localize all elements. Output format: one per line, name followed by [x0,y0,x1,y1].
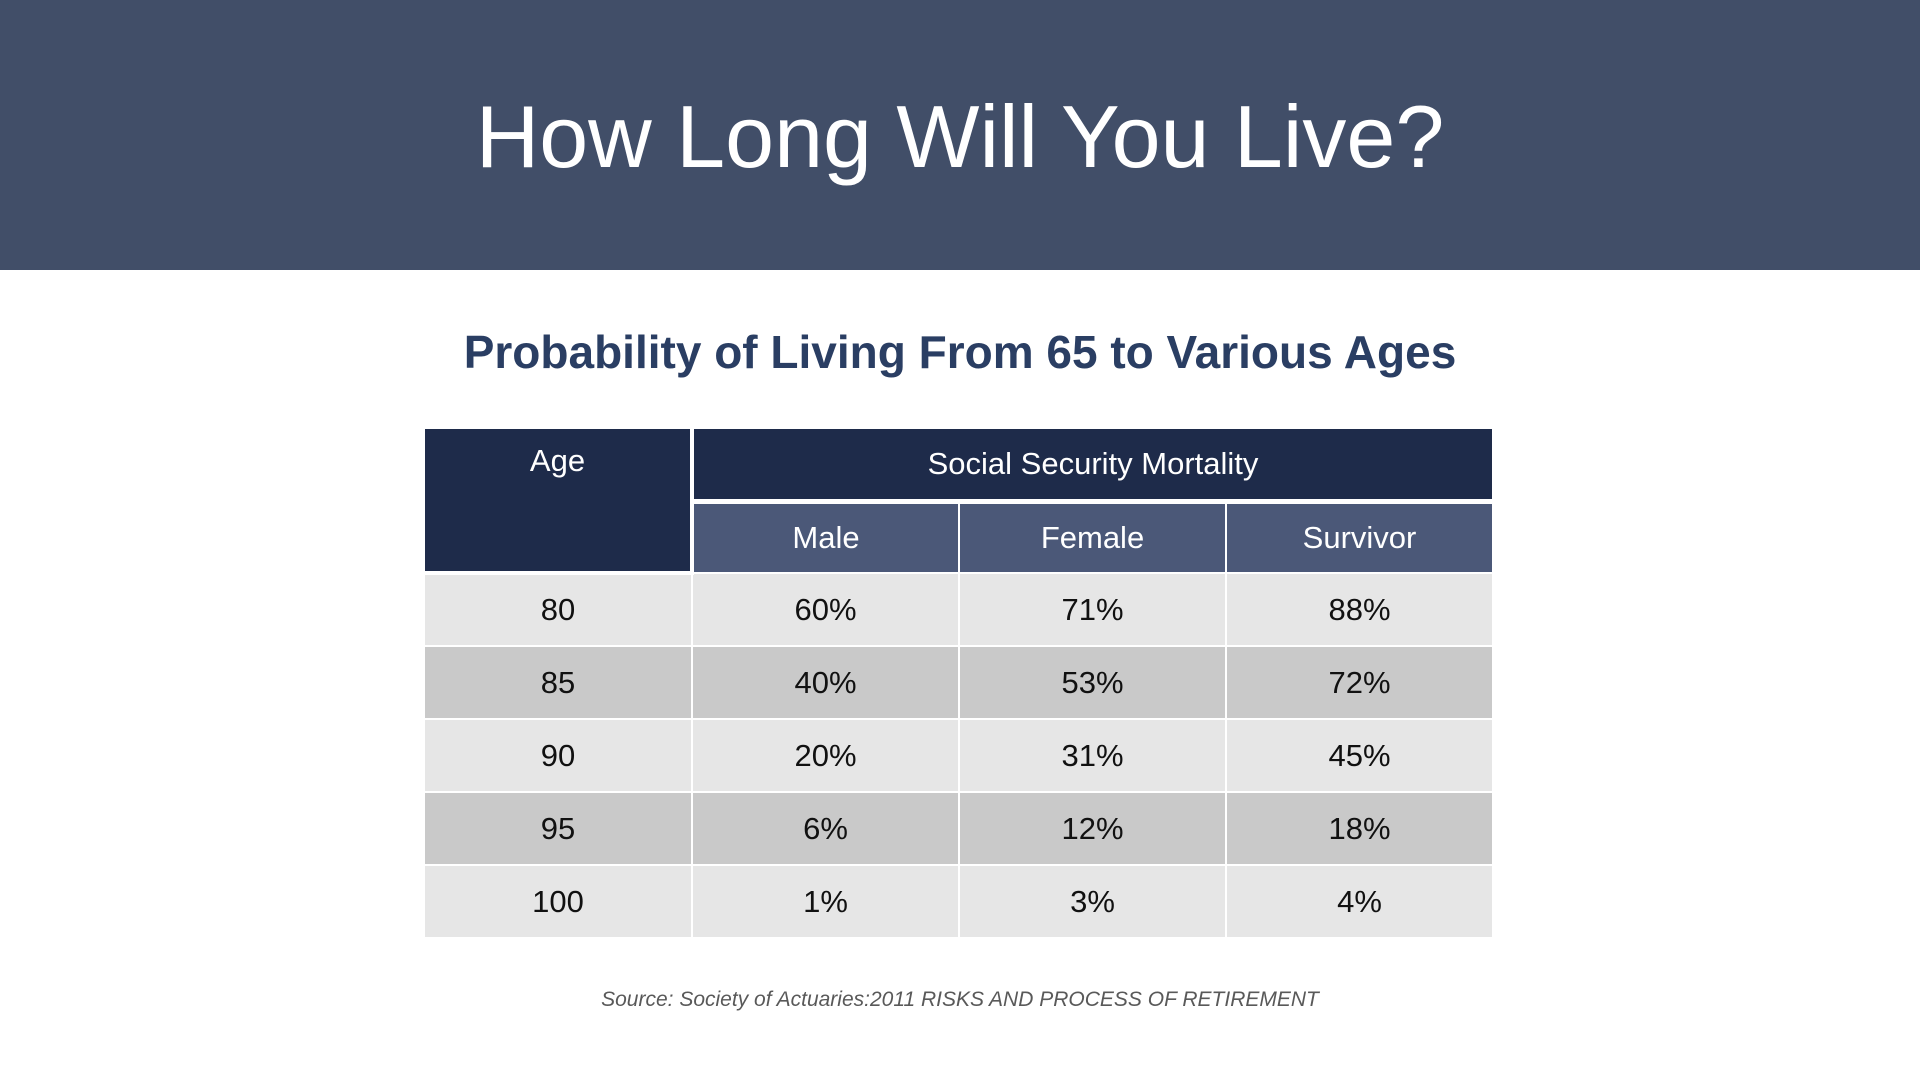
cell-female: 12% [959,792,1227,866]
group-header: Social Security Mortality [692,429,1493,504]
slide-title: How Long Will You Live? [475,87,1445,186]
title-banner: How Long Will You Live? [0,0,1920,270]
table-header-row-group: Age Social Security Mortality [425,429,1493,575]
mortality-table-container: Age Social Security Mortality Male Femal… [425,429,1493,939]
age-header: Age [425,429,694,575]
cell-survivor: 4% [1226,865,1493,939]
header-male: Male [692,501,960,574]
cell-male: 20% [692,719,960,793]
cell-female: 31% [959,719,1227,793]
cell-female: 53% [959,646,1227,720]
cell-male: 40% [692,646,960,720]
cell-male: 60% [692,573,960,647]
cell-male: 6% [692,792,960,866]
table-header-row-sub: Male Female Survivor [425,501,1493,574]
mortality-table: Age Social Security Mortality Male Femal… [425,429,1493,939]
cell-age: 90 [425,719,693,793]
slide-subtitle: Probability of Living From 65 to Various… [463,326,1457,378]
cell-age: 85 [425,646,693,720]
table-row: 80 60% 71% 88% [425,573,1493,647]
table-row: 95 6% 12% 18% [425,792,1493,866]
cell-survivor: 45% [1226,719,1493,793]
cell-age: 100 [425,865,693,939]
source-citation: Source: Society of Actuaries:2011 RISKS … [601,988,1319,1011]
table-row: 85 40% 53% 72% [425,646,1493,720]
cell-male: 1% [692,865,960,939]
cell-female: 71% [959,573,1227,647]
header-survivor: Survivor [1226,501,1493,574]
cell-female: 3% [959,865,1227,939]
cell-age: 95 [425,792,693,866]
cell-survivor: 72% [1226,646,1493,720]
table-row: 90 20% 31% 45% [425,719,1493,793]
cell-survivor: 88% [1226,573,1493,647]
header-female: Female [959,501,1227,574]
cell-survivor: 18% [1226,792,1493,866]
table-row: 100 1% 3% 4% [425,865,1493,939]
cell-age: 80 [425,573,693,647]
